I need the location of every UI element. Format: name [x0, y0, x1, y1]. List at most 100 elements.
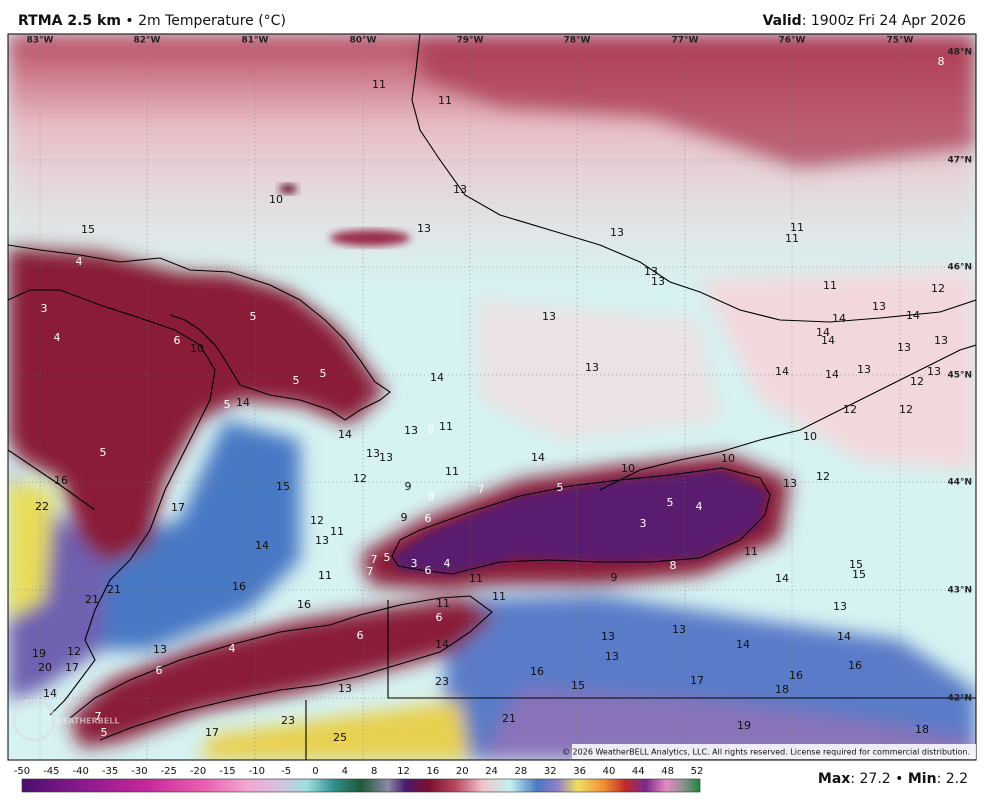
station-value: 14	[255, 539, 269, 552]
logo: WEATHERBELL	[12, 698, 119, 742]
station-value: 16	[297, 598, 311, 611]
station-value: 14	[821, 334, 835, 347]
colorbar-label: 28	[515, 766, 528, 777]
station-value: 11	[372, 78, 386, 91]
station-value: 22	[35, 500, 49, 513]
station-value: 14	[775, 572, 789, 585]
station-value: 12	[843, 403, 857, 416]
longitude-label: 83°W	[27, 36, 54, 46]
station-value: 16	[530, 665, 544, 678]
station-value: 4	[76, 255, 83, 268]
station-value: 20	[38, 661, 52, 674]
station-value: 13	[379, 451, 393, 464]
station-value: 13	[366, 447, 380, 460]
station-value: 8	[670, 559, 677, 572]
station-value: 13	[857, 363, 871, 376]
station-value: 10	[269, 193, 283, 206]
station-value: 17	[690, 674, 704, 687]
station-value: 14	[435, 638, 449, 651]
station-value: 8	[428, 490, 435, 503]
station-value: 8	[428, 423, 435, 436]
station-value: 14	[906, 309, 920, 322]
station-value: 11	[469, 572, 483, 585]
colorbar-label: -35	[102, 766, 118, 777]
station-value: 19	[737, 719, 751, 732]
station-value: 6	[425, 564, 432, 577]
colorbar-label: 8	[371, 766, 377, 777]
station-value: 21	[85, 593, 99, 606]
station-value: 3	[41, 302, 48, 315]
colorbar-label: 20	[456, 766, 469, 777]
station-value: 15	[276, 480, 290, 493]
station-value: 21	[502, 712, 516, 725]
station-value: 15	[852, 568, 866, 581]
station-value: 4	[696, 500, 703, 513]
longitude-label: 76°W	[779, 36, 806, 46]
station-value: 13	[153, 643, 167, 656]
colorbar-label: 32	[544, 766, 557, 777]
station-value: 23	[435, 675, 449, 688]
station-value: 12	[899, 403, 913, 416]
station-value: 16	[789, 669, 803, 682]
colorbar-label: 48	[661, 766, 674, 777]
station-value: 3	[640, 517, 647, 530]
coordinate-labels: 83°W 82°W 81°W 80°W 79°W 78°W 77°W 76°W 75°W 48°N…	[27, 36, 972, 704]
graticule	[8, 34, 976, 760]
colorbar-label: -15	[219, 766, 235, 777]
station-value: 5	[320, 367, 327, 380]
station-value: 3	[411, 557, 418, 570]
station-value: 14	[338, 428, 352, 441]
svg-text:WEATHERBELL: WEATHERBELL	[54, 717, 119, 726]
colorbar-label: 12	[397, 766, 410, 777]
station-value: 15	[849, 558, 863, 571]
colorbar-label: 40	[603, 766, 616, 777]
latitude-label: 47°N	[947, 156, 972, 166]
colorbar-label: -25	[161, 766, 177, 777]
station-value: 7	[95, 710, 102, 723]
station-value: 13	[897, 341, 911, 354]
station-value: 5	[293, 374, 300, 387]
station-value: 18	[915, 723, 929, 736]
station-value: 13	[605, 650, 619, 663]
longitude-label: 78°W	[564, 36, 591, 46]
colorbar-label: -5	[281, 766, 291, 777]
colorbar-label: 44	[632, 766, 645, 777]
longitude-label: 79°W	[457, 36, 484, 46]
colorbar	[21, 778, 701, 793]
station-value: 10	[721, 452, 735, 465]
latitude-label: 44°N	[947, 478, 972, 488]
station-value: 14	[236, 396, 250, 409]
station-value: 6	[436, 611, 443, 624]
longitude-label: 81°W	[242, 36, 269, 46]
station-value: 13	[601, 630, 615, 643]
station-value: 5	[100, 446, 107, 459]
colorbar-label: -50	[14, 766, 30, 777]
station-value: 15	[571, 679, 585, 692]
colorbar-label: -30	[131, 766, 147, 777]
copyright: © 2026 WeatherBELL Analytics, LLC. All r…	[562, 748, 970, 757]
station-value: 4	[54, 331, 61, 344]
station-value: 14	[832, 312, 846, 325]
station-value: 12	[67, 645, 81, 658]
station-value: 25	[333, 731, 347, 744]
map-frame	[7, 33, 977, 761]
station-value: 15	[81, 223, 95, 236]
station-value: 13	[644, 265, 658, 278]
colorbar-label: -40	[73, 766, 89, 777]
station-value: 11	[436, 597, 450, 610]
station-value: 13	[417, 222, 431, 235]
station-value: 11	[790, 221, 804, 234]
station-value: 14	[837, 630, 851, 643]
station-value: 9	[611, 571, 618, 584]
station-value: 13	[453, 183, 467, 196]
station-value: 14	[825, 368, 839, 381]
station-value: 12	[353, 472, 367, 485]
station-value: 4	[229, 642, 236, 655]
station-value: 5	[384, 551, 391, 564]
station-value: 18	[775, 683, 789, 696]
station-value: 8	[938, 55, 945, 68]
longitude-label: 82°W	[134, 36, 161, 46]
station-value: 13	[610, 226, 624, 239]
